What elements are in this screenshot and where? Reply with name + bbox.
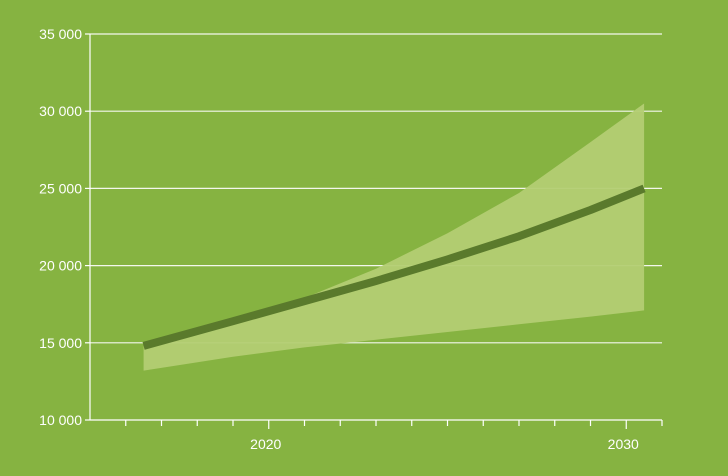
confidence-band [143,103,645,371]
y-tick-label-15000: 15 000 [39,335,82,351]
axes [85,33,663,429]
y-tick-label-25000: 25 000 [39,180,82,196]
y-tick-label-10000: 10 000 [39,412,82,428]
band-area [143,103,645,371]
series-line-0 [142,184,646,350]
tick-labels: 10 000 15 000 20 000 25 000 30 000 35 000 2020… [39,26,639,452]
x-tick-label-2020: 2020 [250,436,281,452]
y-tick-label-30000: 30 000 [39,103,82,119]
x-tick-label-2030: 2030 [608,436,639,452]
y-tick-label-35000: 35 000 [39,26,82,42]
y-tick-label-20000: 20 000 [39,258,82,274]
series-lines [142,184,646,350]
